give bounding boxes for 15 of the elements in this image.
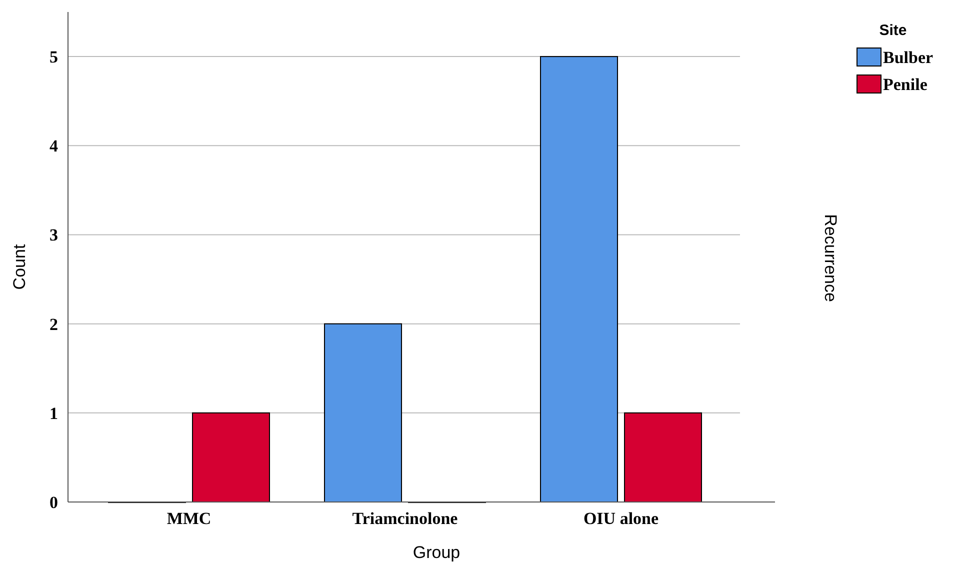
y-tick-label: 0 [50, 492, 58, 512]
x-tick-label: MMC [166, 509, 212, 528]
y-tick-label: 1 [50, 404, 58, 423]
text: Recurrence [821, 214, 840, 302]
x-axis-title: Group [412, 543, 460, 562]
y-axis-title: Count [10, 244, 29, 290]
legend-label: Bulber [883, 48, 934, 67]
y-tick-label: 2 [50, 314, 58, 334]
x-tick-label: Triamcinolone [352, 509, 458, 528]
x-tick-label: OIU alone [583, 509, 659, 528]
y-tick-label: 5 [50, 47, 58, 66]
y-tick-label: 4 [50, 136, 58, 156]
y-tick-label: 3 [50, 226, 58, 245]
legend-title: Site [879, 22, 907, 39]
legend-label: Penile [883, 74, 928, 94]
